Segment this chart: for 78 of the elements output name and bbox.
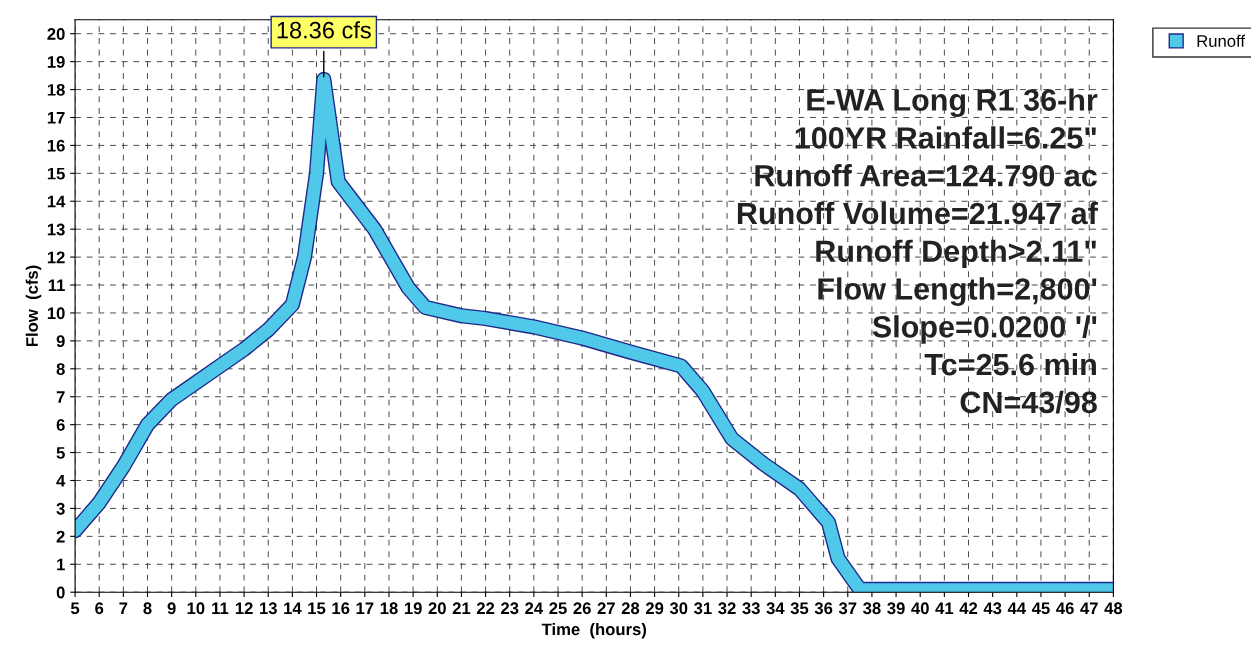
annotation: Flow Length=2,800' bbox=[818, 277, 1097, 306]
x-tick-label: 29 bbox=[645, 602, 664, 615]
x-tick-label: 5 bbox=[70, 602, 80, 615]
y-tick-label: 6 bbox=[56, 419, 65, 431]
x-tick-label: 25 bbox=[549, 602, 567, 615]
y-tick-label: 7 bbox=[56, 391, 65, 403]
x-tick-label: 48 bbox=[1104, 602, 1123, 615]
x-tick-label: 28 bbox=[621, 602, 640, 615]
y-tick-label: 17 bbox=[47, 112, 65, 124]
y-tick-label: 15 bbox=[47, 167, 65, 180]
x-tick-label: 45 bbox=[1031, 602, 1050, 615]
x-tick-label: 27 bbox=[597, 602, 615, 614]
x-tick-label: 31 bbox=[694, 602, 712, 615]
y-tick-label: 19 bbox=[47, 56, 65, 68]
y-tick-label: 13 bbox=[47, 223, 65, 236]
y-tick-label: 5 bbox=[56, 447, 65, 459]
x-tick-label: 14 bbox=[284, 602, 302, 614]
y-tick-label: 1 bbox=[57, 558, 65, 571]
x-tick-label: 9 bbox=[167, 602, 176, 615]
y-tick-label: 18 bbox=[47, 83, 65, 96]
x-tick-label: 21 bbox=[452, 602, 471, 614]
x-tick-label: 35 bbox=[790, 602, 809, 615]
x-tick-label: 16 bbox=[332, 602, 350, 615]
y-tick-label: 4 bbox=[56, 475, 66, 487]
y-tick-label: 0 bbox=[56, 586, 65, 599]
x-tick-label: 19 bbox=[404, 602, 422, 615]
x-tick-label: 47 bbox=[1080, 602, 1098, 614]
x-tick-label: 12 bbox=[235, 602, 253, 614]
y-tick-label: 14 bbox=[47, 195, 66, 208]
annotation: 18.36 cfs bbox=[277, 21, 371, 39]
annotation: Runoff Volume=21.947 af bbox=[737, 201, 1098, 225]
y-tick-label: 2 bbox=[56, 530, 65, 543]
y-tick-label: 16 bbox=[47, 139, 65, 152]
x-tick-label: 22 bbox=[476, 602, 495, 614]
x-tick-label: 24 bbox=[525, 602, 544, 614]
x-tick-label: 44 bbox=[1007, 602, 1026, 614]
annotation: E-WA Long R1 36-hr bbox=[807, 88, 1098, 118]
x-axis-title: Time (hours) bbox=[541, 623, 647, 639]
x-tick-label: 37 bbox=[838, 602, 857, 615]
legend-label: Runoff bbox=[1197, 34, 1246, 47]
x-tick-label: 13 bbox=[260, 602, 277, 615]
x-tick-label: 33 bbox=[742, 602, 760, 615]
x-tick-label: 32 bbox=[718, 602, 736, 615]
x-tick-label: 42 bbox=[959, 602, 978, 614]
y-tick-label: 8 bbox=[56, 363, 65, 375]
y-tick-label: 9 bbox=[56, 335, 65, 348]
y-axis-title: Flow (cfs) bbox=[25, 265, 42, 347]
x-tick-label: 36 bbox=[814, 602, 833, 615]
x-tick-label: 18 bbox=[380, 602, 398, 615]
x-tick-label: 8 bbox=[143, 602, 152, 615]
x-tick-label: 43 bbox=[983, 602, 1002, 615]
x-tick-label: 26 bbox=[573, 602, 591, 615]
x-tick-label: 6 bbox=[95, 602, 104, 615]
x-tick-label: 30 bbox=[669, 602, 688, 615]
annotation: Tc=25.6 min bbox=[924, 352, 1096, 376]
annotation: Runoff Depth>2.11" bbox=[816, 239, 1096, 269]
y-tick-label: 20 bbox=[47, 28, 65, 40]
annotation: 100YR Rainfall=6.25" bbox=[795, 126, 1096, 149]
x-tick-label: 10 bbox=[187, 602, 205, 615]
x-tick-label: 40 bbox=[911, 602, 929, 615]
annotation: CN=43/98 bbox=[960, 390, 1097, 414]
x-tick-label: 15 bbox=[308, 602, 326, 615]
x-tick-label: 7 bbox=[119, 602, 128, 614]
y-tick-label: 12 bbox=[47, 251, 65, 264]
x-tick-label: 46 bbox=[1056, 602, 1074, 615]
x-tick-label: 23 bbox=[501, 602, 519, 615]
y-tick-label: 11 bbox=[48, 279, 65, 292]
x-tick-label: 11 bbox=[212, 602, 229, 614]
x-tick-label: 34 bbox=[766, 602, 785, 615]
y-tick-label: 10 bbox=[47, 307, 65, 320]
annotation: Runoff Area=124.790 ac bbox=[755, 164, 1097, 187]
x-tick-label: 39 bbox=[887, 602, 905, 615]
x-tick-label: 20 bbox=[428, 602, 446, 615]
x-tick-label: 17 bbox=[356, 602, 374, 614]
y-tick-label: 3 bbox=[56, 502, 65, 515]
x-tick-label: 38 bbox=[863, 602, 881, 615]
annotation: Slope=0.0200 '/' bbox=[872, 315, 1097, 344]
x-tick-label: 41 bbox=[935, 602, 954, 614]
